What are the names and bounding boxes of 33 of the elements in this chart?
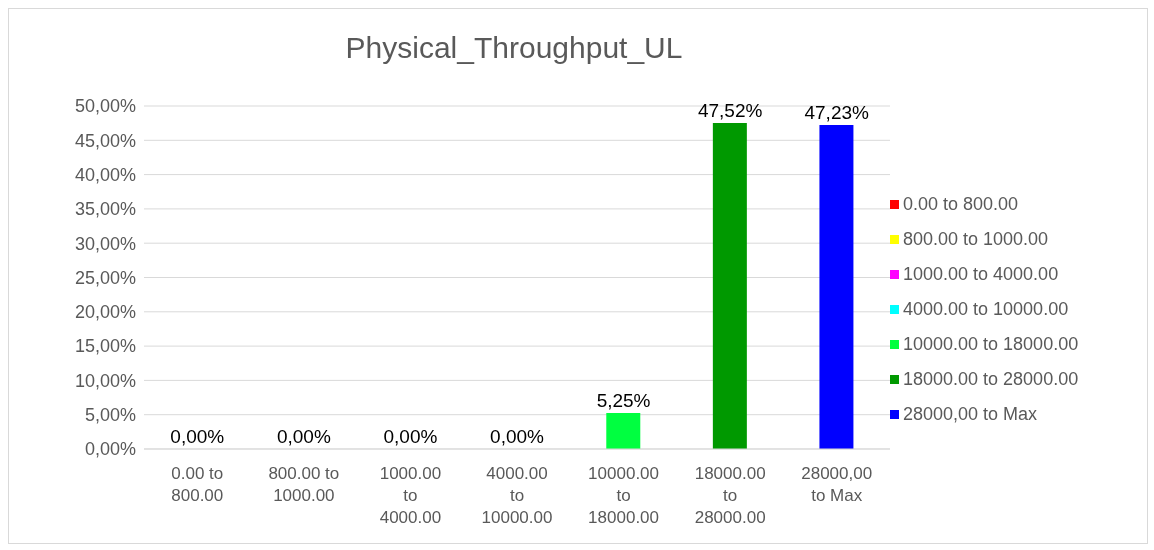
y-tick-label: 45,00% <box>74 130 136 151</box>
data-label: 0,00% <box>276 426 331 447</box>
y-tick-label: 30,00% <box>74 233 136 254</box>
x-tick-label: 10000.00 to 18000.00 <box>588 464 660 527</box>
legend-label: 18000.00 to 28000.00 <box>903 368 1079 389</box>
x-tick-label: 28000,00 to Max <box>801 464 873 505</box>
data-label: 0,00% <box>170 426 225 447</box>
y-tick-label: 5,00% <box>84 405 136 426</box>
y-tick-label: 35,00% <box>74 199 136 220</box>
y-tick-label: 20,00% <box>74 302 136 323</box>
legend-label: 800.00 to 1000.00 <box>903 228 1049 249</box>
legend-label: 10000.00 to 18000.00 <box>903 333 1079 354</box>
x-tick-label: 18000.00 to 28000.00 <box>694 464 766 527</box>
y-tick-label: 25,00% <box>74 267 136 288</box>
data-label: 47,52% <box>697 100 763 122</box>
y-tick-label: 15,00% <box>74 336 136 357</box>
data-label: 47,23% <box>804 102 870 123</box>
y-tick-label: 50,00% <box>74 96 136 117</box>
data-label: 0,00% <box>490 426 545 447</box>
y-tick-label: 0,00% <box>84 439 136 460</box>
chart-title: Physical_Throughput_UL <box>344 31 684 65</box>
x-tick-label: 0.00 to 800.00 <box>171 464 224 505</box>
x-tick-label: 800.00 to 1000.00 <box>268 464 340 505</box>
legend-label: 28000,00 to Max <box>903 403 1038 424</box>
legend-label: 0.00 to 800.00 <box>903 193 1019 214</box>
x-tick-label: 1000.00 to 4000.00 <box>379 464 442 527</box>
y-tick-label: 40,00% <box>74 164 136 185</box>
x-tick-label: 4000.00 to 10000.00 <box>481 464 553 527</box>
data-label: 5,25% <box>596 389 651 411</box>
legend-label: 4000.00 to 10000.00 <box>903 298 1069 319</box>
y-tick-label: 10,00% <box>74 370 136 391</box>
data-label: 0,00% <box>383 426 438 447</box>
legend-label: 1000.00 to 4000.00 <box>903 263 1059 284</box>
